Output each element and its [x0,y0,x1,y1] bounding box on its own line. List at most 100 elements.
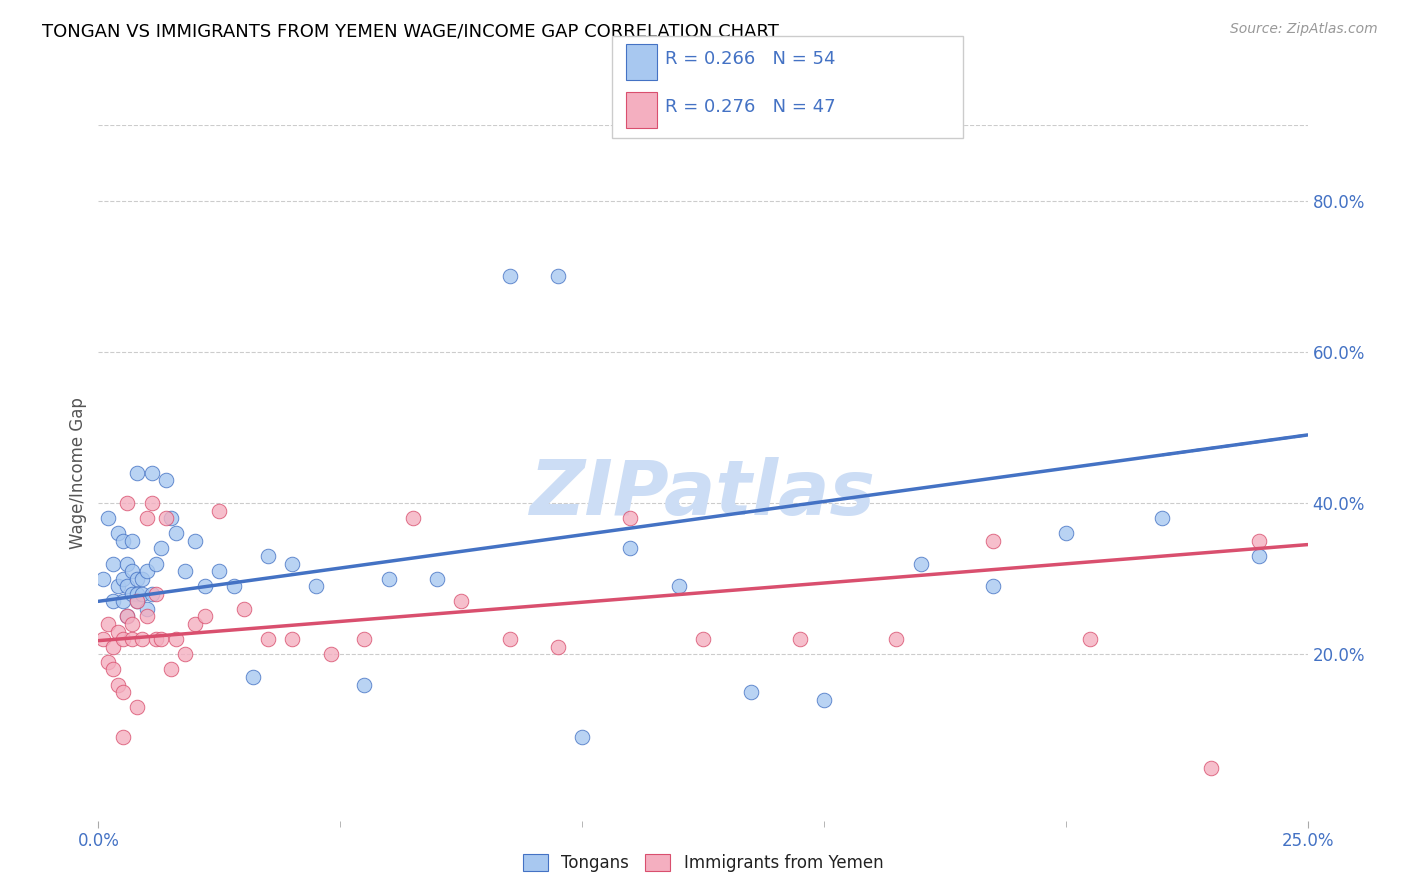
Point [402,511,425,525]
Point [127,700,149,714]
Point [353,632,375,647]
Point [886,632,908,647]
Point [121,617,143,632]
Point [111,594,134,608]
Point [135,511,157,525]
Point [232,602,254,616]
Point [319,647,342,661]
Point [117,496,139,510]
Point [208,564,231,578]
Point [131,572,153,586]
Point [135,602,157,616]
Point [256,549,278,563]
Point [127,594,149,608]
Point [111,632,134,647]
Point [281,557,304,571]
Point [547,269,569,284]
Point [107,526,129,541]
Point [117,609,139,624]
Point [1249,549,1271,563]
Point [145,557,167,571]
Point [174,647,197,661]
Point [121,564,143,578]
Point [111,731,134,745]
Point [91,632,114,647]
Point [97,511,120,525]
Point [174,564,197,578]
Point [377,572,399,586]
Point [305,579,328,593]
Point [165,526,187,541]
Point [208,503,231,517]
Point [141,587,163,601]
Point [155,511,177,525]
Legend: Tongans, Immigrants from Yemen: Tongans, Immigrants from Yemen [516,847,890,879]
Point [145,632,167,647]
Point [111,685,134,699]
Point [160,511,183,525]
Point [101,557,124,571]
Point [117,609,139,624]
Point [111,533,134,548]
Text: R = 0.266   N = 54: R = 0.266 N = 54 [665,50,835,69]
Point [571,731,593,745]
Point [194,579,217,593]
Point [619,511,641,525]
Point [184,617,207,632]
Point [131,632,153,647]
Point [107,624,129,639]
Point [141,466,163,480]
Point [127,466,149,480]
Point [910,557,932,571]
Point [242,670,264,684]
Point [160,662,183,676]
Point [101,594,124,608]
Point [145,587,167,601]
Point [981,533,1004,548]
Point [127,594,149,608]
Text: ZIPatlas: ZIPatlas [530,457,876,531]
Text: TONGAN VS IMMIGRANTS FROM YEMEN WAGE/INCOME GAP CORRELATION CHART: TONGAN VS IMMIGRANTS FROM YEMEN WAGE/INC… [42,22,779,40]
Point [498,269,520,284]
Point [813,692,835,706]
Point [117,579,139,593]
Point [117,557,139,571]
Point [101,640,124,654]
Text: R = 0.276   N = 47: R = 0.276 N = 47 [665,98,835,117]
Point [155,473,177,487]
Point [131,587,153,601]
Text: Source: ZipAtlas.com: Source: ZipAtlas.com [1230,22,1378,37]
Point [97,617,120,632]
Point [121,587,143,601]
Point [111,572,134,586]
Point [150,632,173,647]
Point [1054,526,1077,541]
Point [150,541,173,556]
Point [256,632,278,647]
Point [121,533,143,548]
Point [101,662,124,676]
Point [789,632,811,647]
Point [450,594,472,608]
Point [107,579,129,593]
Point [1249,533,1271,548]
Y-axis label: Wage/Income Gap: Wage/Income Gap [69,397,87,549]
Point [121,632,143,647]
Point [184,533,207,548]
Point [1199,761,1222,775]
Point [547,640,569,654]
Point [127,572,149,586]
Point [668,579,690,593]
Point [1152,511,1174,525]
Point [222,579,245,593]
Point [692,632,714,647]
Point [981,579,1004,593]
Point [165,632,187,647]
Point [619,541,641,556]
Point [1078,632,1101,647]
Point [91,572,114,586]
Point [135,609,157,624]
Point [281,632,304,647]
Point [740,685,762,699]
Point [498,632,520,647]
